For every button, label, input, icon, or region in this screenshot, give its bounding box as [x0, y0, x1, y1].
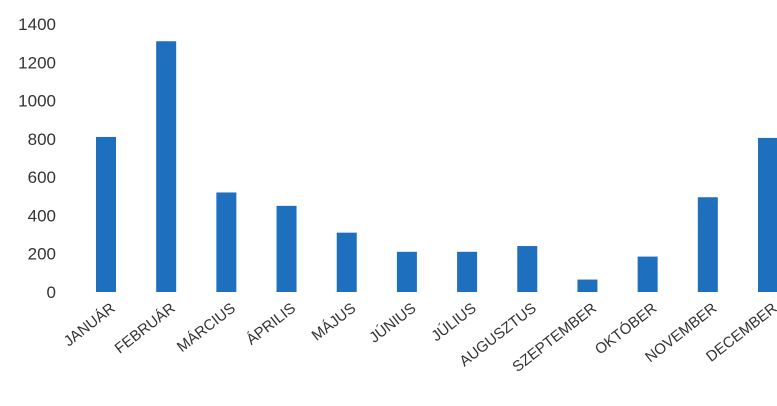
- x-tick-label: JANUÁR: [61, 300, 119, 350]
- bars: [96, 41, 777, 292]
- bar-7: [517, 246, 538, 292]
- y-tick-label: 1000: [18, 92, 56, 111]
- bar-6: [457, 251, 478, 292]
- bar-1: [156, 41, 177, 292]
- y-tick-label: 1200: [18, 53, 56, 72]
- bar-10: [697, 197, 718, 292]
- bar-2: [216, 192, 237, 292]
- bar-8: [577, 279, 598, 292]
- x-tick-label: JÚLIUS: [428, 300, 479, 345]
- y-tick-label: 800: [28, 130, 56, 149]
- bar-5: [396, 251, 417, 292]
- x-tick-label: FEBRUÁR: [112, 300, 179, 358]
- x-tick-label: ÁPRILIS: [243, 300, 299, 349]
- bar-11: [758, 137, 777, 292]
- y-tick-label: 200: [28, 245, 56, 264]
- x-tick-label: JÚNIUS: [366, 300, 419, 347]
- bar-4: [336, 232, 357, 292]
- bar-3: [276, 205, 297, 292]
- bar-9: [637, 256, 658, 292]
- y-tick-label: 0: [47, 283, 56, 302]
- bar-0: [96, 136, 116, 292]
- y-tick-label: 600: [28, 168, 56, 187]
- y-tick-label: 400: [28, 206, 56, 225]
- x-tick-label: MÁRCIUS: [174, 300, 239, 356]
- x-tick-label: MÁJUS: [309, 300, 360, 345]
- y-axis-ticks: 0 200 400 600 800 1000 1200 1400: [18, 15, 56, 302]
- y-tick-label: 1400: [18, 15, 56, 34]
